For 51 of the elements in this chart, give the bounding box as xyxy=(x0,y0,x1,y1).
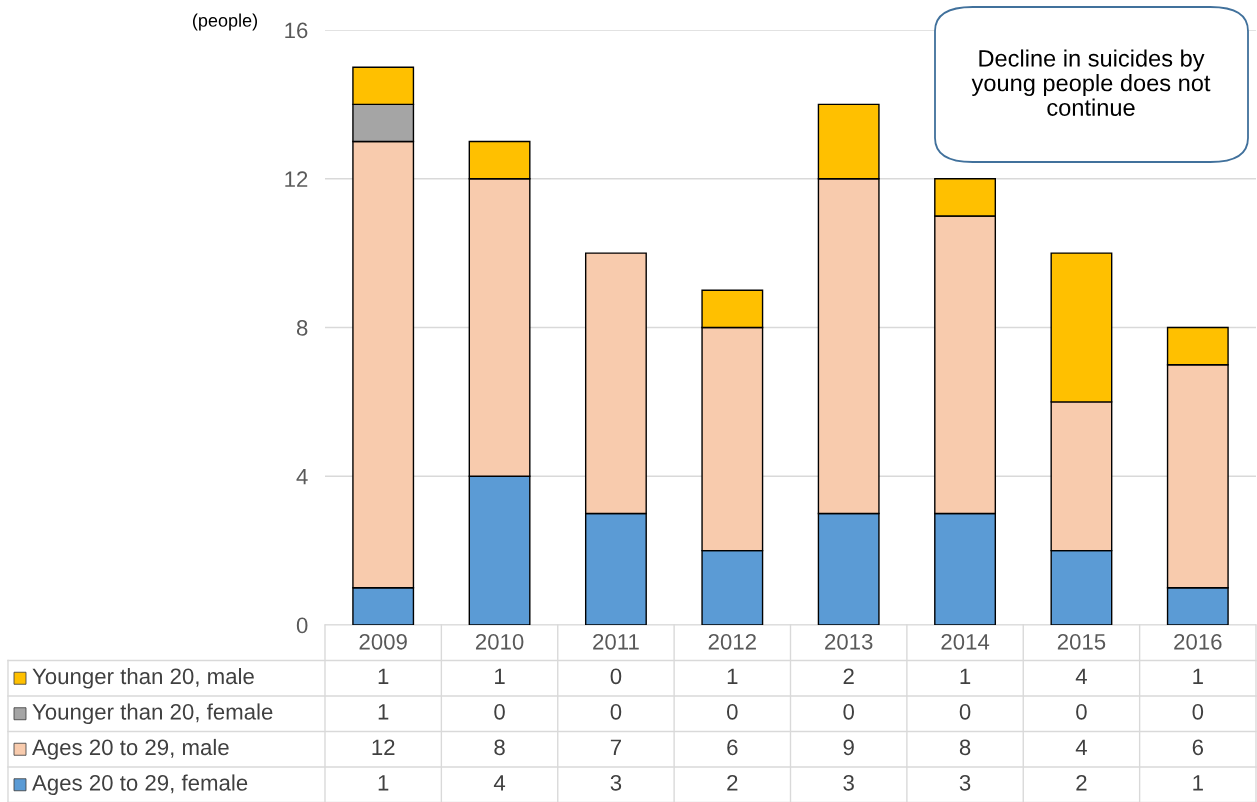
data-label: 0 xyxy=(494,703,505,720)
data-label: 3 xyxy=(959,774,971,791)
x-tick-label: 2012 xyxy=(708,633,756,650)
data-label: 0 xyxy=(1192,703,1204,720)
legend-label: Younger than 20, female xyxy=(32,703,273,725)
data-label: 0 xyxy=(610,668,622,685)
y-tick-label: 8 xyxy=(296,320,308,336)
data-label: 1 xyxy=(960,668,971,684)
data-label: 2 xyxy=(727,774,738,791)
x-tick-label: 2014 xyxy=(941,633,990,650)
data-label: 0 xyxy=(610,703,622,720)
data-label: 4 xyxy=(493,775,506,791)
data-label: 0 xyxy=(959,703,971,720)
data-label: 7 xyxy=(610,739,621,755)
x-tick-label: 2015 xyxy=(1057,633,1106,650)
legend-label: Ages 20 to 29, female xyxy=(32,774,248,796)
x-tick-label: 2009 xyxy=(359,633,407,650)
data-label: 8 xyxy=(959,739,971,756)
data-label: 0 xyxy=(727,703,738,720)
data-label: 2 xyxy=(1076,774,1087,791)
data-label: 0 xyxy=(1076,703,1087,720)
data-label: 9 xyxy=(843,739,854,756)
data-label: 12 xyxy=(372,739,395,755)
y-tick-label: 16 xyxy=(285,22,308,39)
data-label: 3 xyxy=(610,774,622,791)
x-tick-label: 2013 xyxy=(825,633,873,650)
data-label: 1 xyxy=(495,668,505,684)
data-label: 8 xyxy=(494,739,505,756)
data-label: 1 xyxy=(1193,668,1203,684)
data-label: 1 xyxy=(1193,775,1203,791)
legend-label: Ages 20 to 29, male xyxy=(32,738,229,760)
legend-label: Younger than 20, male xyxy=(32,667,254,689)
data-label: 2 xyxy=(843,668,854,684)
data-label: 4 xyxy=(1075,668,1087,684)
y-tick-label: 0 xyxy=(296,617,308,634)
x-tick-label: 2010 xyxy=(475,633,524,650)
y-tick-label: 4 xyxy=(296,469,308,485)
data-label: 1 xyxy=(378,775,389,791)
annotation: Decline in suicides by young people does not continue xyxy=(971,49,1211,116)
data-label: 3 xyxy=(843,774,854,791)
y-tick-label: 12 xyxy=(285,171,308,187)
data-label: 6 xyxy=(1192,739,1204,756)
data-label: 1 xyxy=(727,668,738,684)
x-tick-label: 2011 xyxy=(593,633,639,650)
x-tick-label: 2016 xyxy=(1174,633,1222,650)
data-label: 4 xyxy=(1075,739,1087,755)
data-label: 1 xyxy=(378,704,389,720)
data-label: 1 xyxy=(378,668,389,684)
data-label: 0 xyxy=(843,703,854,720)
y-axis-title: (people) xyxy=(193,13,257,31)
data-label: 6 xyxy=(727,739,738,756)
